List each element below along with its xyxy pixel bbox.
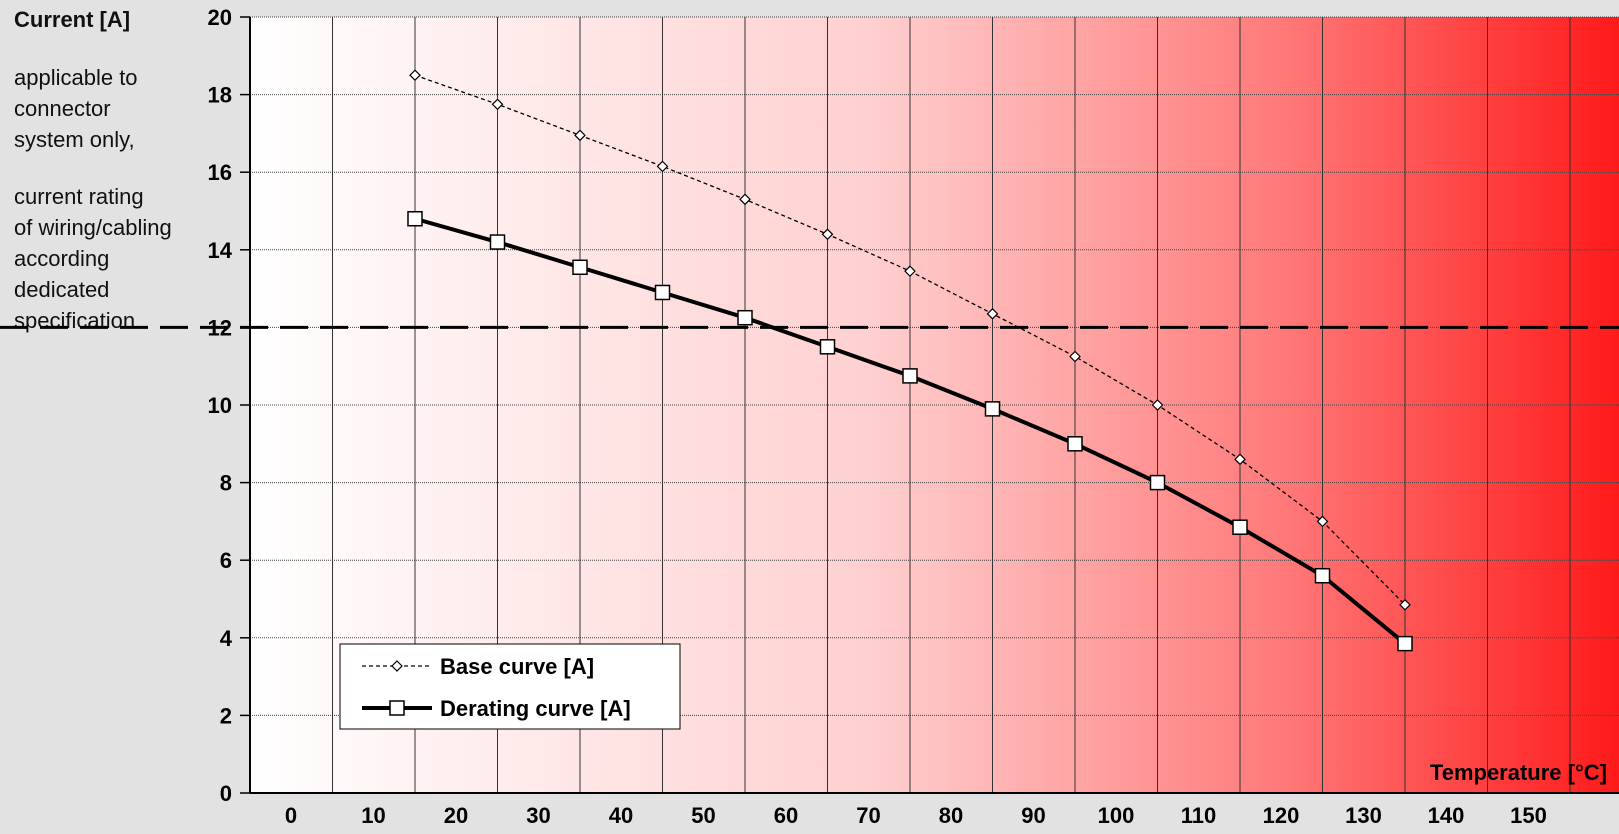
y-tick-label: 18 bbox=[208, 83, 232, 108]
note-wiring-rating: current rating of wiring/cabling accordi… bbox=[14, 181, 214, 336]
y-tick-label: 2 bbox=[220, 703, 232, 728]
y-tick-label: 6 bbox=[220, 548, 232, 573]
square-marker bbox=[1232, 519, 1248, 535]
square-marker bbox=[654, 284, 671, 301]
diamond-marker bbox=[904, 265, 916, 277]
square-marker bbox=[984, 401, 1001, 417]
y-tick-label: 16 bbox=[208, 160, 232, 185]
diamond-marker bbox=[821, 228, 834, 241]
note-line: of wiring/cabling bbox=[14, 215, 172, 240]
note-line: dedicated bbox=[14, 277, 110, 302]
x-tick-label: 30 bbox=[526, 803, 550, 828]
square-marker bbox=[819, 339, 836, 355]
x-tick-label: 120 bbox=[1263, 803, 1300, 828]
legend-label: Derating curve [A] bbox=[440, 696, 631, 721]
square-marker bbox=[902, 368, 918, 384]
legend-label: Base curve [A] bbox=[440, 654, 594, 679]
diamond-marker bbox=[986, 307, 999, 320]
y-tick-label: 8 bbox=[220, 471, 232, 496]
square-marker bbox=[572, 259, 588, 276]
x-tick-label: 60 bbox=[774, 803, 798, 828]
note-line: applicable to bbox=[14, 65, 138, 90]
diamond-marker bbox=[1151, 399, 1164, 411]
note-line: connector bbox=[14, 96, 111, 121]
y-tick-label: 14 bbox=[208, 238, 233, 263]
diamond-marker bbox=[656, 160, 669, 173]
x-tick-label: 150 bbox=[1510, 803, 1547, 828]
diamond-marker bbox=[491, 98, 504, 111]
square-marker bbox=[737, 309, 753, 326]
note-line: according bbox=[14, 246, 110, 271]
x-tick-label: 100 bbox=[1098, 803, 1135, 828]
x-tick-label: 70 bbox=[856, 803, 880, 828]
legend: Base curve [A] Derating curve [A] bbox=[339, 643, 681, 730]
x-tick-label: 110 bbox=[1181, 803, 1217, 828]
note-line: system only, bbox=[14, 127, 135, 152]
diamond-marker bbox=[391, 660, 403, 672]
note-line: specification bbox=[14, 308, 136, 333]
x-tick-labels: 0 10 20 30 40 50 60 70 80 90 100 110 120 130 140 150 bbox=[285, 803, 1547, 828]
diamond-marker bbox=[409, 69, 421, 82]
series-group bbox=[407, 69, 1413, 652]
note-connector-system: applicable to connector system only, bbox=[14, 62, 204, 155]
x-tick-label: 20 bbox=[444, 803, 468, 828]
square-marker bbox=[489, 234, 506, 250]
x-tick-label: 10 bbox=[361, 803, 385, 828]
square-marker bbox=[389, 700, 405, 716]
square-marker bbox=[407, 211, 423, 227]
square-marker bbox=[1397, 635, 1413, 652]
x-tick-label: 50 bbox=[691, 803, 715, 828]
x-tick-label: 130 bbox=[1345, 803, 1382, 828]
square-marker bbox=[1314, 567, 1331, 584]
diamond-marker bbox=[1316, 515, 1329, 528]
y-tick-label: 0 bbox=[220, 781, 232, 806]
diamond-marker bbox=[1069, 350, 1081, 363]
x-axis-title: Temperature [°C] bbox=[1430, 760, 1607, 785]
y-tick-label: 10 bbox=[208, 393, 232, 418]
x-tick-label: 80 bbox=[939, 803, 963, 828]
y-tick-label: 4 bbox=[220, 626, 233, 651]
diamond-marker bbox=[574, 129, 586, 142]
y-axis-title: Current [A] bbox=[14, 7, 131, 32]
note-line: current rating bbox=[14, 184, 144, 209]
square-marker bbox=[1149, 474, 1166, 491]
x-tick-label: 90 bbox=[1021, 803, 1045, 828]
diamond-marker bbox=[1234, 453, 1246, 466]
square-marker bbox=[1067, 436, 1083, 452]
y-tick-label: 20 bbox=[208, 5, 232, 30]
diamond-marker bbox=[739, 193, 751, 206]
x-tick-label: 140 bbox=[1428, 803, 1465, 828]
diamond-marker bbox=[1399, 598, 1411, 611]
x-tick-label: 0 bbox=[285, 803, 297, 828]
x-tick-label: 40 bbox=[609, 803, 633, 828]
